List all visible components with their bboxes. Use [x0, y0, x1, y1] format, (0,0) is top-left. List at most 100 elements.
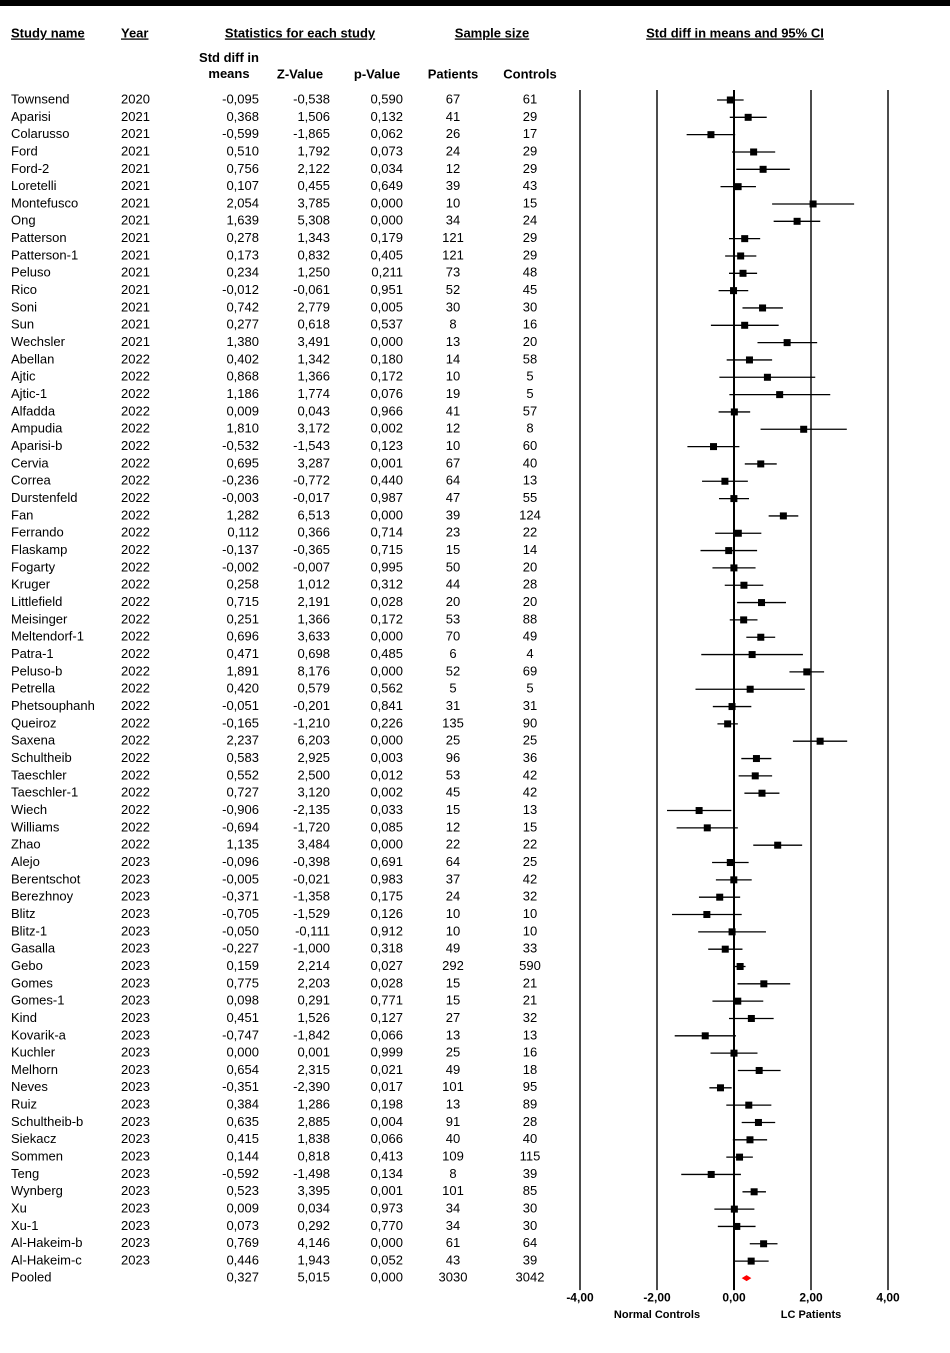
z-value: 1,506 [297, 109, 330, 124]
z-value: 1,342 [297, 351, 330, 366]
pooled-patients: 3030 [439, 1270, 468, 1285]
z-value: -0,017 [293, 490, 330, 505]
study-name: Gomes-1 [11, 993, 64, 1008]
p-value: 0,000 [370, 629, 403, 644]
z-value: 0,366 [297, 525, 330, 540]
z-value: -0,365 [293, 542, 330, 557]
patients: 49 [446, 941, 460, 956]
study-year: 2022 [121, 750, 150, 765]
study-year: 2023 [121, 1183, 150, 1198]
p-value: 0,126 [370, 906, 403, 921]
pooled-z: 5,015 [297, 1270, 330, 1285]
p-value: 0,001 [370, 1183, 403, 1198]
study-name: Schultheib [11, 750, 72, 765]
controls: 25 [523, 733, 537, 748]
study-name: Ajtic-1 [11, 386, 47, 401]
z-value: 1,943 [297, 1253, 330, 1268]
std-diff: -0,599 [222, 126, 259, 141]
study-name: Peluso [11, 265, 51, 280]
study-year: 2022 [121, 369, 150, 384]
study-year: 2022 [121, 403, 150, 418]
study-year: 2023 [121, 941, 150, 956]
x-tick-label: 0,00 [722, 1290, 746, 1304]
study-name: Patterson-1 [11, 247, 78, 262]
study-year: 2022 [121, 629, 150, 644]
study-year: 2021 [121, 178, 150, 193]
subheader-controls: Controls [503, 66, 556, 81]
effect-square [734, 997, 742, 1005]
study-name: Berentschot [11, 871, 81, 886]
controls: 31 [523, 698, 537, 713]
study-year: 2023 [121, 1045, 150, 1060]
patients: 15 [446, 542, 460, 557]
study-year: 2022 [121, 819, 150, 834]
z-value: 2,122 [297, 161, 330, 176]
std-diff: 0,234 [226, 265, 259, 280]
study-year: 2023 [121, 1114, 150, 1129]
p-value: 0,172 [370, 611, 403, 626]
study-year: 2023 [121, 1062, 150, 1077]
z-value: 8,176 [297, 663, 330, 678]
std-diff: 2,054 [226, 195, 259, 210]
patients: 12 [446, 161, 460, 176]
study-name: Kuchler [11, 1045, 56, 1060]
p-value: 0,973 [370, 1201, 403, 1216]
controls: 10 [523, 906, 537, 921]
study-year: 2022 [121, 559, 150, 574]
controls: 16 [523, 317, 537, 332]
z-value: -0,538 [293, 91, 330, 106]
patients: 10 [446, 195, 460, 210]
z-value: -1,865 [293, 126, 330, 141]
patients: 43 [446, 1253, 460, 1268]
std-diff: -0,227 [222, 941, 259, 956]
p-value: 0,012 [370, 767, 403, 782]
effect-square [730, 876, 738, 884]
std-diff: 0,635 [226, 1114, 259, 1129]
z-value: 0,618 [297, 317, 330, 332]
std-diff: -0,005 [222, 871, 259, 886]
effect-square [734, 529, 742, 537]
study-name: Ajtic [11, 369, 36, 384]
std-diff: 0,420 [226, 681, 259, 696]
patients: 31 [446, 698, 460, 713]
controls: 29 [523, 109, 537, 124]
patients: 13 [446, 1027, 460, 1042]
study-name: Kruger [11, 577, 51, 592]
controls: 15 [523, 819, 537, 834]
controls: 5 [526, 386, 533, 401]
z-value: 0,291 [297, 993, 330, 1008]
p-value: 0,983 [370, 871, 403, 886]
study-name: Williams [11, 819, 60, 834]
controls: 22 [523, 837, 537, 852]
p-value: 0,132 [370, 109, 403, 124]
std-diff: -0,592 [222, 1166, 259, 1181]
std-diff: 0,277 [226, 317, 259, 332]
std-diff: 0,144 [226, 1149, 259, 1164]
study-name: Townsend [11, 91, 70, 106]
std-diff: 0,523 [226, 1183, 259, 1198]
effect-square [728, 928, 736, 936]
study-name: Siekacz [11, 1131, 57, 1146]
effect-square [758, 599, 766, 607]
patients: 24 [446, 143, 460, 158]
z-value: 3,484 [297, 837, 330, 852]
patients: 91 [446, 1114, 460, 1129]
controls: 85 [523, 1183, 537, 1198]
study-year: 2023 [121, 871, 150, 886]
std-diff: 0,368 [226, 109, 259, 124]
study-year: 2021 [121, 334, 150, 349]
patients: 26 [446, 126, 460, 141]
p-value: 0,179 [370, 230, 403, 245]
std-diff: 0,696 [226, 629, 259, 644]
study-name: Sommen [11, 1149, 63, 1164]
study-name: Correa [11, 473, 52, 488]
controls: 30 [523, 299, 537, 314]
patients: 34 [446, 1201, 460, 1216]
z-value: 2,203 [297, 975, 330, 990]
z-value: -1,358 [293, 889, 330, 904]
study-year: 2022 [121, 438, 150, 453]
controls: 60 [523, 438, 537, 453]
z-value: 0,292 [297, 1218, 330, 1233]
controls: 61 [523, 91, 537, 106]
